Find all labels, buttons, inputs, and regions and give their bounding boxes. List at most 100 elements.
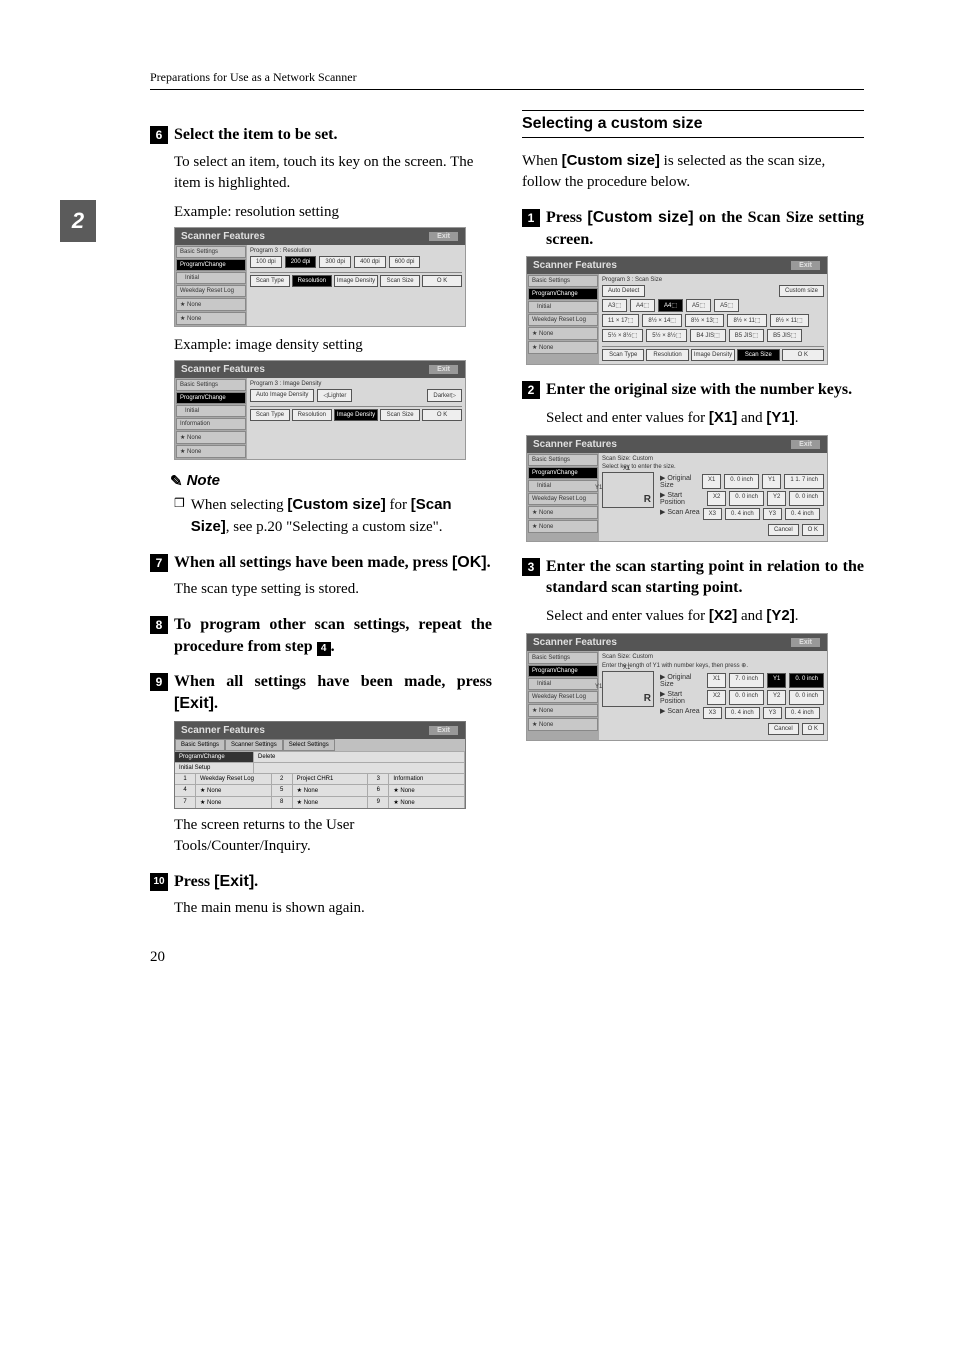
x2v: 0. 0 inch — [729, 491, 764, 506]
scr-title: Scanner Features — [181, 231, 265, 242]
yy3: Y3 — [763, 707, 782, 719]
x3v: 0. 4 inch — [725, 508, 760, 520]
c1f: ★ None — [528, 520, 598, 533]
c1d: Weekday Reset Log — [528, 493, 598, 505]
s10: B5 JIS⬚ — [767, 329, 802, 342]
pc: Scan Size: Custom — [602, 456, 824, 462]
autod: Auto Detect — [602, 285, 645, 297]
t2c: Image Density — [334, 409, 378, 421]
xx1v: 7. 0 inch — [729, 673, 764, 688]
dpi-100: 100 dpi — [250, 256, 282, 268]
c1t: Scanner Features — [533, 439, 617, 450]
right-column: Selecting a custom size When [Custom siz… — [522, 110, 864, 919]
yy1: Y1 — [767, 673, 786, 688]
section-tab: 2 — [60, 200, 96, 242]
side-none2: ★ None — [176, 312, 246, 325]
r-step3-desc: Select and enter values for [X2] and [Y2… — [546, 605, 864, 627]
sb1: Basic Settings — [176, 379, 246, 391]
x3b: X3 — [703, 508, 722, 520]
step-7-badge: 7 — [150, 554, 168, 572]
cancel2: Cancel — [768, 723, 799, 735]
yy3v: 0. 4 inch — [785, 707, 820, 719]
bt1: Scan Type — [602, 349, 644, 361]
a4l: A4⬚ — [658, 299, 683, 312]
yy1v: 0. 0 inch — [789, 673, 824, 688]
t-res: Resolution — [292, 275, 332, 287]
c2b: Program/Change — [528, 665, 598, 677]
sttab3: Select Settings — [283, 739, 335, 751]
t-size: Scan Size — [380, 275, 420, 287]
c2x: Exit — [790, 637, 821, 648]
subheading: Selecting a custom size — [522, 110, 864, 138]
c2a: Basic Settings — [528, 652, 598, 664]
lighter: ◁Lighter — [317, 389, 352, 402]
r-step3-text: Enter the scan starting point in relatio… — [546, 556, 864, 599]
c1a: Basic Settings — [528, 454, 598, 466]
scr-title2: Scanner Features — [181, 364, 265, 375]
x1b: X1 — [702, 474, 721, 489]
side-none: ★ None — [176, 298, 246, 311]
exit-button: Exit — [428, 231, 459, 242]
s2: 8½ × 14⬚ — [642, 314, 682, 327]
sttab2: Scanner Settings — [225, 739, 283, 751]
dpi-200: 200 dpi — [285, 256, 317, 268]
x1v: 0. 0 inch — [724, 474, 759, 489]
r4: ★ None — [196, 785, 272, 796]
ss-x: Exit — [790, 260, 821, 271]
note-text: When selecting [Custom size] for [Scan S… — [191, 494, 492, 538]
s4: 8½ × 11⬚ — [727, 314, 766, 327]
bt3: Image Density — [691, 349, 735, 361]
r9: ★ None — [389, 797, 465, 808]
step-7-text: When all settings have been made, press … — [174, 552, 491, 574]
r1: Weekday Reset Log — [196, 774, 272, 784]
r-step1-badge: 1 — [522, 209, 540, 227]
example-resolution-label: Example: resolution setting — [174, 204, 492, 221]
x2b: X2 — [707, 491, 726, 506]
custs: Custom size — [779, 285, 824, 297]
example-density-label: Example: image density setting — [174, 337, 492, 354]
ey1: Enter the length of Y1 with number keys,… — [602, 662, 824, 669]
y2b: Y2 — [767, 491, 786, 506]
a5p: A5⬚ — [686, 299, 711, 312]
yy2: Y2 — [767, 690, 786, 705]
sttab1: Basic Settings — [175, 739, 225, 751]
y1b: Y1 — [762, 474, 781, 489]
t2a: Scan Type — [250, 409, 290, 421]
sse: ★ None — [528, 327, 598, 340]
side-wk: Weekday Reset Log — [176, 285, 246, 297]
prog-label: Program 3 : Resolution — [250, 248, 462, 254]
s7: 5½ × 8½⬚ — [646, 329, 687, 342]
c2c: Initial — [528, 678, 598, 690]
a3: A3⬚ — [602, 299, 627, 312]
xx2: X2 — [707, 690, 726, 705]
r-step2-desc: Select and enter values for [X1] and [Y1… — [546, 407, 864, 429]
ok-btn: O K — [422, 275, 462, 287]
screenshot-resolution: Scanner FeaturesExit Basic Settings Prog… — [174, 227, 466, 327]
s9: B5 JIS⬚ — [729, 329, 764, 342]
stinit: Initial Setup — [175, 763, 254, 773]
stdel: Delete — [254, 752, 465, 762]
r-step1-text: Press [Custom size] on the Scan Size set… — [546, 207, 864, 250]
step-9-desc: The screen returns to the User Tools/Cou… — [174, 815, 492, 857]
autoden: Auto Image Density — [250, 389, 314, 402]
dpi-600: 600 dpi — [389, 256, 421, 268]
ss-t: Scanner Features — [533, 260, 617, 271]
ssf: ★ None — [528, 341, 598, 354]
note-label: Note — [187, 472, 220, 489]
r-step2-badge: 2 — [522, 381, 540, 399]
y3b: Y3 — [763, 508, 782, 520]
screenshot-custom2: Scanner FeaturesExit Basic Settings Prog… — [526, 633, 828, 741]
step-7-desc: The scan type setting is stored. — [174, 579, 492, 600]
c1e: ★ None — [528, 506, 598, 519]
ssa: Basic Settings — [528, 275, 598, 287]
xx3v: 0. 4 inch — [725, 707, 760, 719]
step-6-text: Select the item to be set. — [174, 124, 338, 146]
custom-intro: When [Custom size] is selected as the sc… — [522, 150, 864, 193]
c2d: Weekday Reset Log — [528, 691, 598, 703]
sb5: ★ None — [176, 431, 246, 444]
t2d: Scan Size — [380, 409, 420, 421]
r8: ★ None — [293, 797, 369, 808]
sb2: Program/Change — [176, 392, 246, 404]
sp2: ▶ Start Position — [660, 690, 704, 705]
stpc: Program/Change — [175, 752, 254, 762]
